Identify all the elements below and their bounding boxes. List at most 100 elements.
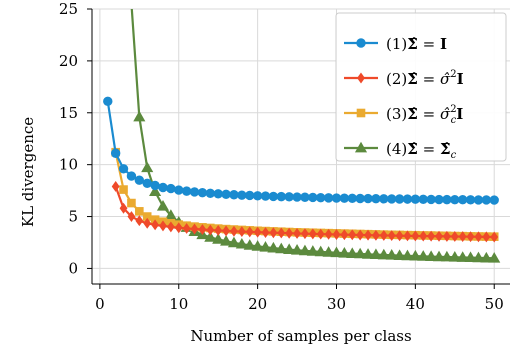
data-point — [190, 223, 199, 235]
data-point — [212, 233, 225, 244]
legend-box — [335, 12, 507, 162]
data-point — [222, 225, 231, 237]
data-point — [150, 180, 160, 191]
data-point — [340, 229, 349, 241]
data-point — [465, 195, 476, 205]
data-point — [356, 229, 365, 241]
legend-item-1: (1)Σ̂ = I — [344, 35, 447, 53]
data-point — [198, 224, 207, 235]
legend-item-2: (2)Σ̂ = σ̂2I — [344, 69, 464, 88]
data-point — [377, 248, 390, 260]
data-point — [434, 194, 444, 205]
data-point — [417, 250, 430, 261]
data-point — [126, 0, 136, 8]
data-point — [401, 249, 414, 261]
data-point — [393, 249, 406, 260]
legend: (1)Σ̂ = I (2)Σ̂ = σ̂2I (3)Σ̂ = σ̂2 cI (4)Σ̂ … — [335, 12, 507, 162]
data-point — [482, 231, 491, 243]
y-tick-label: 15 — [59, 104, 78, 122]
data-point — [237, 190, 247, 200]
series-1 — [103, 96, 499, 205]
legend-item-3: (3)Σ̂ = σ̂2 cI — [344, 104, 463, 126]
data-point — [472, 251, 485, 263]
data-point — [134, 175, 145, 185]
data-point — [394, 194, 405, 204]
data-point — [316, 192, 326, 203]
data-point — [435, 230, 443, 242]
data-point — [243, 239, 256, 250]
data-point — [290, 243, 304, 255]
data-point — [442, 230, 451, 242]
data-point — [259, 241, 272, 252]
data-point — [283, 243, 296, 254]
legend-marker — [356, 108, 366, 118]
x-tick-label: 30 — [327, 295, 346, 313]
y-tick-label: 20 — [59, 52, 78, 70]
data-point — [245, 190, 255, 201]
data-point — [143, 217, 152, 229]
data-point — [379, 229, 388, 241]
data-point — [322, 246, 335, 257]
data-point — [339, 193, 350, 203]
y-tick-label: 0 — [68, 259, 78, 277]
data-point — [474, 231, 483, 243]
legend-label: (4)Σ̂ = Σ̂c — [386, 140, 457, 161]
data-point — [277, 227, 286, 239]
data-point — [126, 171, 137, 181]
data-point — [314, 245, 327, 257]
y-tick-label: 5 — [68, 208, 78, 226]
legend-label: (1)Σ̂ = I — [386, 35, 447, 53]
data-point — [410, 194, 421, 204]
data-point — [204, 231, 217, 242]
data-point — [166, 221, 175, 233]
data-point — [293, 228, 301, 239]
data-point — [245, 226, 254, 238]
data-point — [347, 193, 357, 203]
legend-marker — [354, 141, 368, 153]
data-point — [119, 185, 128, 194]
data-point — [261, 227, 270, 238]
data-point — [189, 187, 200, 197]
data-point — [457, 195, 468, 205]
data-point — [149, 185, 162, 197]
data-point — [489, 195, 499, 205]
data-point — [230, 225, 238, 237]
data-point — [338, 246, 351, 258]
data-point — [361, 248, 375, 259]
legend-item-4: (4)Σ̂ = Σ̂c — [344, 140, 457, 161]
data-point — [142, 178, 152, 189]
data-point — [174, 185, 184, 195]
data-point — [330, 246, 343, 258]
data-point — [464, 251, 477, 263]
data-point — [205, 188, 216, 199]
data-point — [253, 226, 262, 238]
data-point — [490, 231, 499, 243]
data-point — [456, 251, 469, 262]
data-point — [458, 231, 467, 243]
data-point — [386, 194, 397, 204]
data-point — [364, 229, 372, 241]
data-point — [300, 192, 310, 202]
data-point — [488, 252, 501, 263]
data-point — [346, 247, 359, 258]
data-point — [267, 241, 280, 253]
data-point — [181, 186, 192, 196]
data-point — [135, 207, 144, 216]
x-tick-label: 40 — [406, 295, 425, 313]
data-point — [110, 148, 121, 158]
data-point — [355, 193, 365, 204]
data-point — [395, 230, 404, 242]
data-point — [285, 227, 294, 239]
data-point — [252, 191, 263, 201]
data-point — [214, 224, 223, 236]
data-point — [331, 193, 342, 203]
data-point — [348, 229, 357, 241]
data-point — [141, 161, 154, 173]
data-point — [323, 193, 334, 203]
data-point — [251, 240, 264, 251]
data-point — [269, 227, 278, 239]
data-point — [332, 229, 341, 240]
legend-label: (2)Σ̂ = σ̂2I — [386, 69, 464, 88]
